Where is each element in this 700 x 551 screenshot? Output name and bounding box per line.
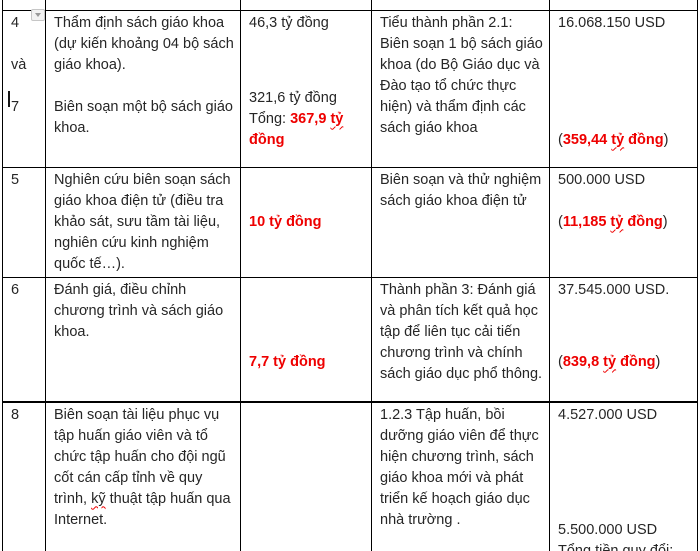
total-value-misspelled: tỷ [330, 110, 344, 127]
converted-value: 839,8 [562, 353, 604, 370]
table-row-8: 8 Biên soạn tài liệu phục vụ tập huấn gi… [2, 401, 698, 551]
cell-sliver [45, 0, 241, 11]
activity-text: Đánh giá, điều chỉnh chương trình và sác… [54, 281, 228, 340]
usd-amount: 5.500.000 USD [558, 521, 658, 538]
table-row-6: 6 Đánh giá, điều chỉnh chương trình và s… [2, 276, 698, 403]
cell-sliver [240, 0, 372, 11]
usd-amount: 500.000 USD [558, 171, 646, 188]
cell-r3-usd[interactable]: 37.545.000 USD. (839,8 tỷ đồng) [549, 276, 698, 403]
paren: ) [663, 131, 669, 148]
cell-r2-number[interactable]: 5 [2, 166, 46, 278]
paren: ( [558, 213, 563, 230]
vnd-amount: 10 tỷ đồng [249, 213, 322, 230]
cell-r3-activity[interactable]: Đánh giá, điều chỉnh chương trình và sác… [45, 276, 241, 403]
cell-r2-activity[interactable]: Nghiên cứu biên soạn sách giáo khoa điện… [45, 166, 241, 278]
converted-value: đồng [624, 131, 664, 148]
usd-amount: 4.527.000 USD [558, 406, 658, 423]
activity-part: Biên soạn tài liệu phục vụ tập huấn giáo… [54, 406, 226, 507]
cell-sliver [549, 0, 698, 11]
row-number: 4 [11, 14, 20, 31]
cell-r3-component[interactable]: Thành phần 3: Đánh giá và phân tích kết … [371, 276, 550, 403]
usd-amount: 16.068.150 USD [558, 14, 666, 31]
cell-r4-vnd[interactable]: 2 tỷ đồng [240, 401, 372, 551]
row-number: 8 [11, 406, 20, 423]
vnd-amount: 321,6 tỷ đồng [249, 89, 337, 106]
row-number: 5 [11, 171, 20, 188]
paren: ( [558, 353, 563, 370]
row-number: 6 [11, 281, 20, 298]
cell-dropdown-button[interactable] [31, 9, 45, 21]
paren: ) [655, 353, 661, 370]
cell-r1-component[interactable]: Tiểu thành phần 2.1: Biên soạn 1 bộ sách… [371, 9, 550, 168]
cell-r1-vnd[interactable]: 46,3 tỷ đồng 321,6 tỷ đồng Tổng: 367,9 t… [240, 9, 372, 168]
cell-sliver [371, 0, 550, 11]
converted-amount: (11,185 tỷ đồng) [558, 212, 691, 233]
cell-r1-number[interactable]: 4 và 7 [2, 9, 46, 168]
cell-r3-number[interactable]: 6 [2, 276, 46, 403]
vnd-total-block: 321,6 tỷ đồng Tổng: 367,9 tỷ đồng [249, 88, 365, 151]
table-row-partial-top [2, 0, 698, 11]
converted-value: đồng [623, 213, 663, 230]
activity-text: Nghiên cứu biên soạn sách giáo khoa điện… [54, 171, 235, 272]
total-value: đồng [249, 131, 285, 148]
cell-r4-activity[interactable]: Biên soạn tài liệu phục vụ tập huấn giáo… [45, 401, 241, 551]
cell-r2-usd[interactable]: 500.000 USD (11,185 tỷ đồng) [549, 166, 698, 278]
vnd-amount: 7,7 tỷ đồng [249, 353, 326, 370]
cell-r1-usd[interactable]: 16.068.150 USD (359,44 tỷ đồng) [549, 9, 698, 168]
cell-r2-vnd[interactable]: 10 tỷ đồng [240, 166, 372, 278]
converted-value: 359,44 [562, 131, 612, 148]
row-number: và [11, 56, 27, 73]
paren: ) [662, 213, 668, 230]
usd-amount: 37.545.000 USD. [558, 281, 670, 298]
component-text: 1.2.3 Tập huấn, bồi dưỡng giáo viên để t… [380, 406, 539, 528]
paren: ( [558, 131, 563, 148]
component-text: Tiểu thành phần 2.1: Biên soạn 1 bộ sách… [380, 14, 547, 136]
activity-misspelled-word: kỹ [91, 490, 106, 507]
vnd-total-line: Tổng: 367,9 tỷ đồng [249, 109, 365, 151]
component-text: Biên soạn và thử nghiệm sách giáo khoa đ… [380, 171, 546, 209]
table-row-5: 5 Nghiên cứu biên soạn sách giáo khoa đi… [2, 166, 698, 278]
converted-value: đồng [616, 353, 656, 370]
cell-r3-vnd[interactable]: 7,7 tỷ đồng [240, 276, 372, 403]
converted-value-misspelled: tỷ [603, 353, 617, 370]
cell-r4-number[interactable]: 8 [2, 401, 46, 551]
chevron-down-icon [35, 13, 41, 17]
total-label: Tổng tiền quy đổi: [558, 542, 674, 551]
cell-r4-usd[interactable]: 4.527.000 USD 5.500.000 USD Tổng tiền qu… [549, 401, 698, 551]
converted-value-misspelled: tỷ [610, 213, 624, 230]
converted-value: 11,185 [562, 213, 611, 230]
component-text: Thành phần 3: Đánh giá và phân tích kết … [380, 281, 543, 382]
activity-part: thuật tập huấn qua Internet. [54, 490, 231, 528]
activity-text: Thẩm định sách giáo khoa (dự kiến khoảng… [54, 14, 234, 136]
vnd-amount: 46,3 tỷ đồng [249, 14, 329, 31]
total-label: Tổng: [249, 110, 291, 127]
cell-r2-component[interactable]: Biên soạn và thử nghiệm sách giáo khoa đ… [371, 166, 550, 278]
table-row-4-7: 4 và 7 Thẩm định sách giáo khoa (dự kiến… [2, 9, 698, 168]
cell-r4-component[interactable]: 1.2.3 Tập huấn, bồi dưỡng giáo viên để t… [371, 401, 550, 551]
usd-total-block: 5.500.000 USD Tổng tiền quy đổi: (224,3 … [558, 520, 691, 551]
converted-amount: (359,44 tỷ đồng) [558, 130, 691, 151]
row-number: 7 [11, 98, 20, 115]
total-value: 367,9 [290, 110, 331, 127]
converted-value-misspelled: tỷ [611, 131, 625, 148]
converted-amount: (839,8 tỷ đồng) [558, 352, 691, 373]
activity-text: Biên soạn tài liệu phục vụ tập huấn giáo… [54, 405, 234, 531]
text-cursor [8, 91, 10, 107]
cell-r1-activity[interactable]: Thẩm định sách giáo khoa (dự kiến khoảng… [45, 9, 241, 168]
